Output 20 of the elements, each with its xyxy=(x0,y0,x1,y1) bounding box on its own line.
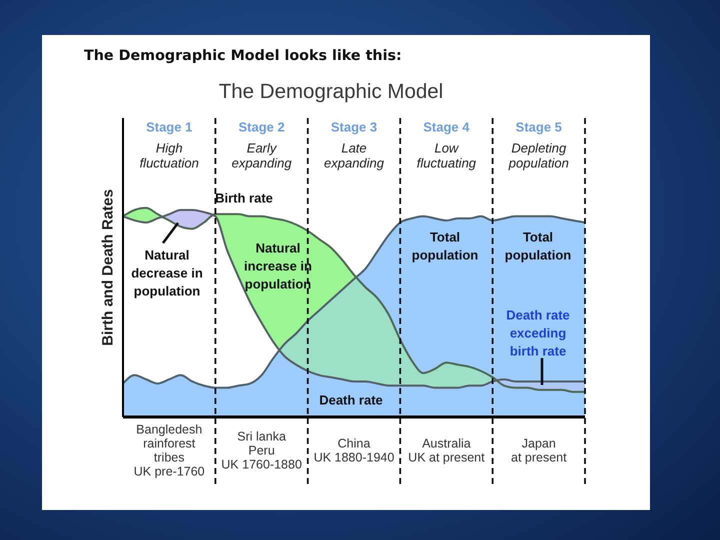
y-axis-title: Birth and Death Rates xyxy=(100,189,116,346)
x-tick-label: China UK 1880-1940 xyxy=(314,436,394,464)
x-tick-label: Australia UK at present xyxy=(408,436,486,464)
text: Stage 4 Low fluctuating xyxy=(416,120,477,170)
chart-subtitle: The Demographic Model xyxy=(218,79,444,105)
x-tick-label: Sri lanka Peru UK 1760-1880 xyxy=(221,430,302,472)
annotation: Natural increase in population xyxy=(244,240,312,292)
annotation: Death rate xyxy=(319,392,383,408)
x-tick-label: Japan at present xyxy=(511,436,568,464)
text: Stage 1 High fluctuation xyxy=(140,120,199,170)
chart-title: The Demographic Model looks like this: xyxy=(84,47,402,65)
text: Birth rate xyxy=(215,190,273,206)
annotation: Total population xyxy=(412,230,478,262)
annotation: Natural decrease in population xyxy=(131,248,203,298)
x-tick-label: Bangledesh rainforest tribes UK pre-1760 xyxy=(134,422,205,478)
text: Stage 2 Early expanding xyxy=(232,120,292,170)
text: Stage 5 Depleting population xyxy=(508,120,569,170)
annotation: Death rate exceding birth rate xyxy=(506,308,570,358)
text: Stage 3 Late expanding xyxy=(324,120,385,170)
annotation: Total population xyxy=(504,230,572,262)
